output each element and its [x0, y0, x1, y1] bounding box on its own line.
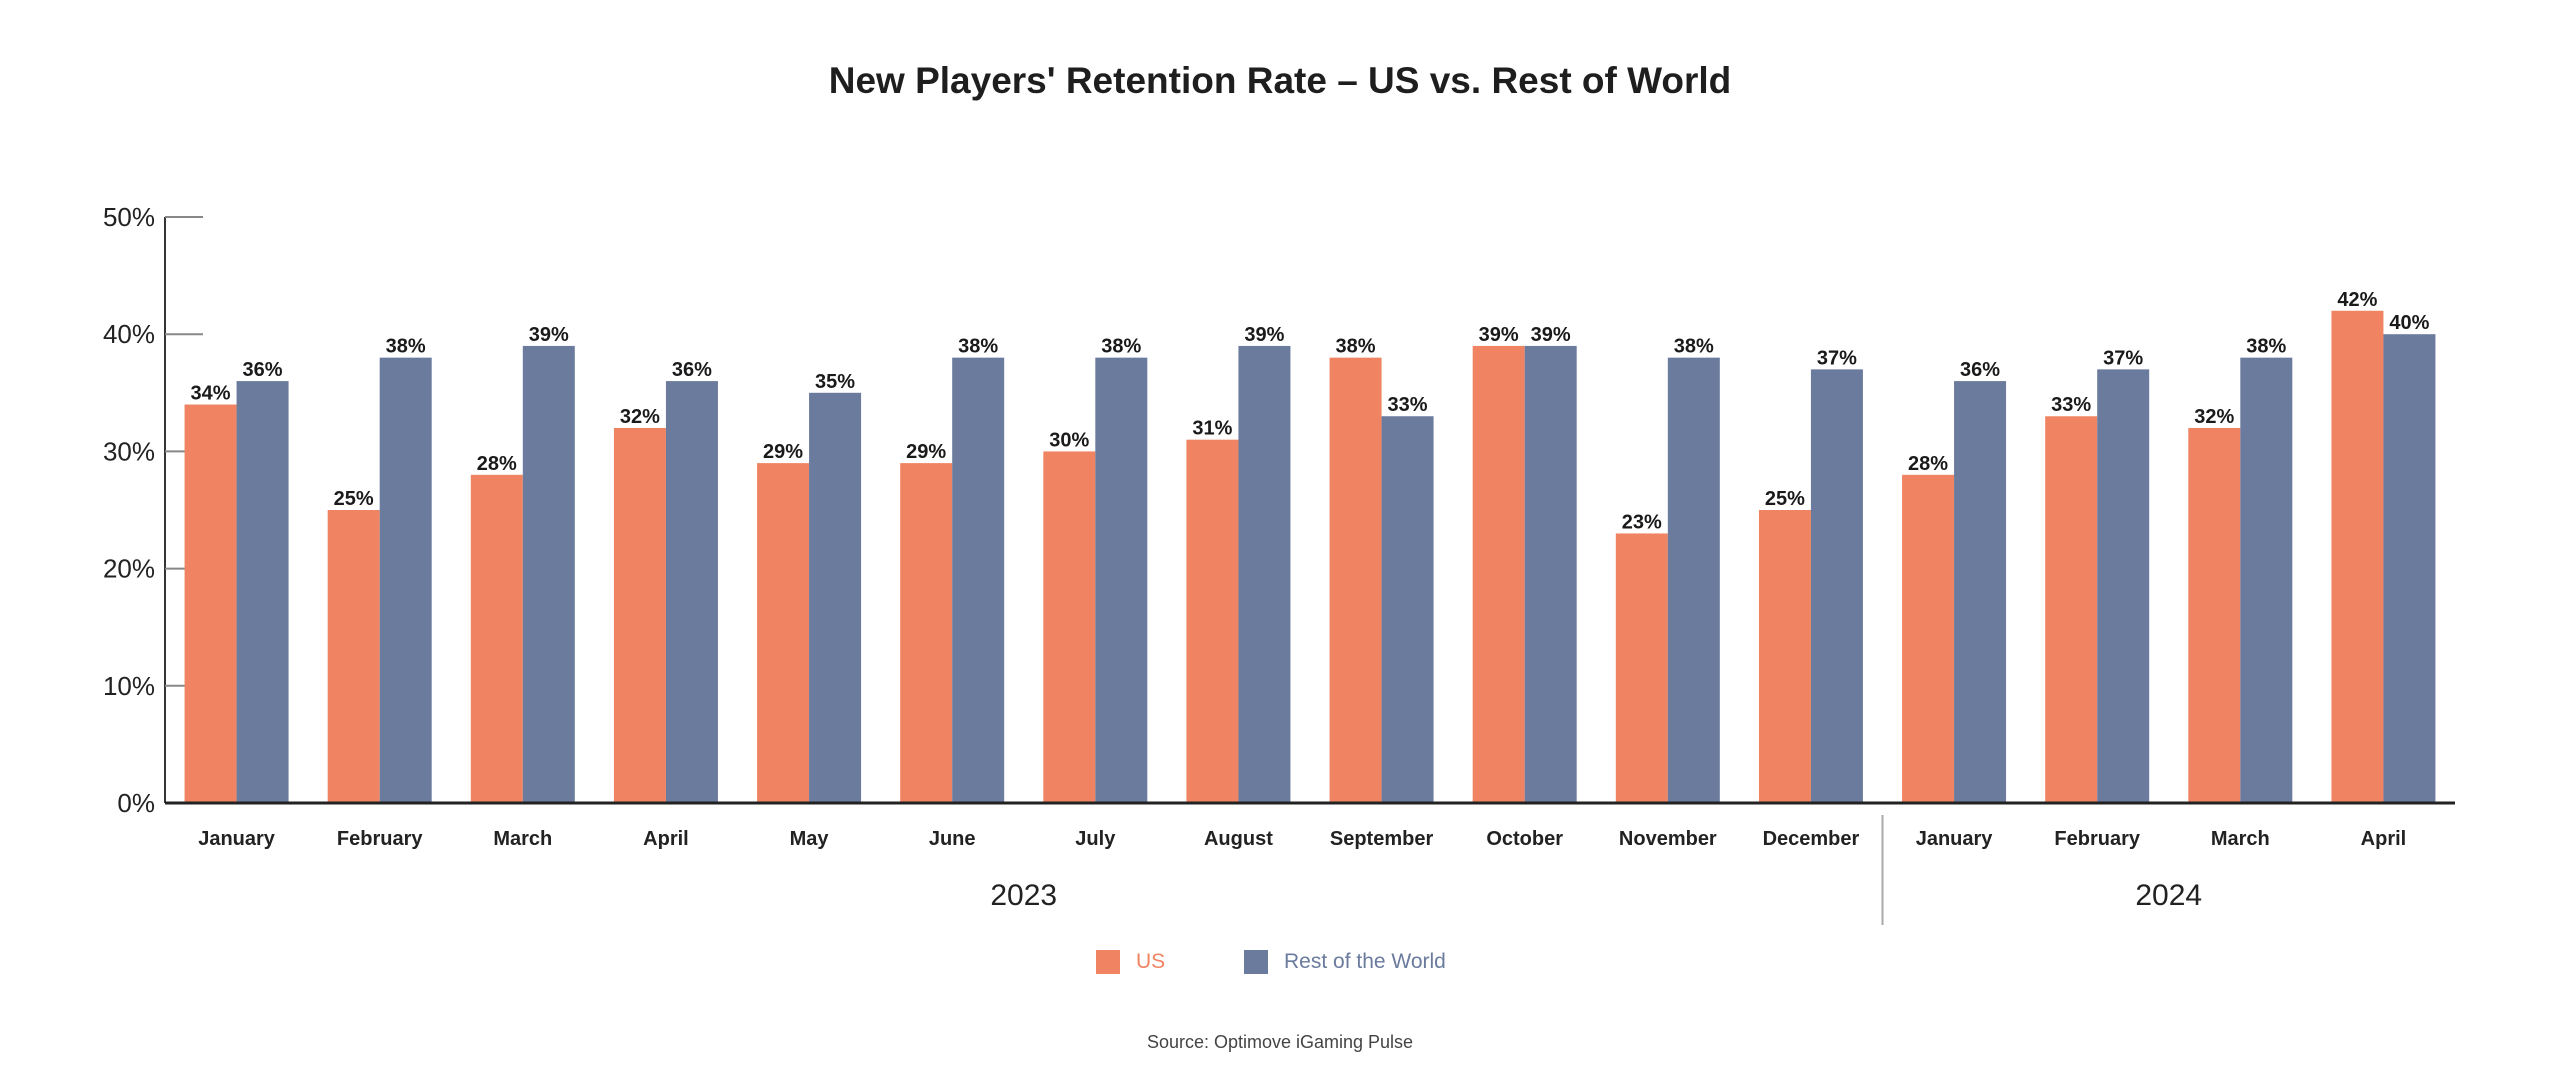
bar-us	[2045, 416, 2098, 803]
x-tick-label: March	[493, 828, 552, 850]
data-label-rest-of-world: 39%	[1244, 324, 1284, 346]
bar-rest-of-world	[2097, 369, 2150, 803]
data-label-us: 33%	[2051, 394, 2091, 416]
legend-label-us: US	[1136, 950, 1166, 973]
x-tick-label: March	[2211, 828, 2270, 850]
data-label-us: 39%	[1479, 324, 1519, 346]
x-tick-label: December	[1763, 828, 1860, 850]
y-tick-label: 10%	[103, 671, 155, 701]
data-label-rest-of-world: 38%	[958, 336, 998, 358]
data-label-rest-of-world: 36%	[1960, 359, 2000, 381]
bar-rest-of-world	[379, 357, 432, 803]
legend-label-rest-of-world: Rest of the World	[1284, 950, 1446, 973]
data-label-us: 25%	[334, 488, 374, 510]
bar-rest-of-world	[952, 357, 1005, 803]
data-label-us: 42%	[2337, 289, 2377, 311]
bar-rest-of-world	[809, 392, 862, 803]
x-tick-label: August	[1204, 828, 1273, 850]
data-label-rest-of-world: 33%	[1388, 394, 1428, 416]
x-tick-label: January	[1916, 828, 1994, 850]
bar-us	[1329, 357, 1382, 803]
data-label-us: 29%	[763, 441, 803, 463]
data-label-rest-of-world: 39%	[1531, 324, 1571, 346]
data-label-rest-of-world: 36%	[243, 359, 283, 381]
data-label-rest-of-world: 38%	[1674, 336, 1714, 358]
year-group-label: 2024	[2135, 879, 2202, 912]
data-label-us: 32%	[620, 406, 660, 428]
bar-rest-of-world	[1524, 345, 1577, 803]
legend-swatch-rest-of-world	[1244, 950, 1268, 974]
legend-swatch-us	[1096, 950, 1120, 974]
data-label-rest-of-world: 36%	[672, 359, 712, 381]
y-tick-label: 50%	[103, 202, 155, 232]
bar-us	[1615, 533, 1668, 803]
legend-item-us: US	[1096, 950, 1165, 974]
data-label-rest-of-world: 38%	[386, 336, 426, 358]
bar-us	[1902, 474, 1955, 803]
data-label-us: 32%	[2194, 406, 2234, 428]
bar-us	[900, 463, 953, 803]
data-label-us: 25%	[1765, 488, 1805, 510]
data-label-rest-of-world: 37%	[2103, 347, 2143, 369]
bar-us	[757, 463, 810, 803]
data-label-rest-of-world: 38%	[1101, 336, 1141, 358]
bar-rest-of-world	[236, 381, 289, 803]
data-label-us: 23%	[1622, 511, 1662, 533]
x-tick-label: October	[1486, 828, 1563, 850]
y-tick-label: 0%	[117, 788, 155, 818]
data-label-rest-of-world: 39%	[529, 324, 569, 346]
bar-us	[184, 404, 237, 803]
x-tick-label: November	[1619, 828, 1717, 850]
bar-rest-of-world	[2383, 334, 2436, 803]
x-tick-label: February	[2054, 828, 2140, 850]
legend-item-rest-of-world: Rest of the World	[1244, 950, 1446, 974]
bar-rest-of-world	[1381, 416, 1434, 803]
x-tick-label: July	[1075, 828, 1116, 850]
bar-us	[1043, 451, 1096, 803]
bar-us	[470, 474, 523, 803]
year-group-label: 2023	[990, 879, 1057, 912]
data-label-us: 30%	[1049, 429, 1089, 451]
legend: US Rest of the World	[0, 950, 2560, 990]
bar-rest-of-world	[522, 345, 575, 803]
bar-rest-of-world	[2240, 357, 2293, 803]
data-label-rest-of-world: 35%	[815, 371, 855, 393]
x-tick-label: January	[198, 828, 276, 850]
data-label-us: 38%	[1336, 336, 1376, 358]
data-label-us: 28%	[1908, 453, 1948, 475]
chart-title: New Players' Retention Rate – US vs. Res…	[828, 60, 1732, 101]
x-tick-label: April	[2361, 828, 2407, 850]
x-tick-label: February	[337, 828, 423, 850]
bar-us	[1186, 439, 1239, 803]
bar-us	[613, 427, 666, 803]
y-tick-label: 30%	[103, 436, 155, 466]
data-label-us: 31%	[1192, 418, 1232, 440]
y-tick-label: 20%	[103, 554, 155, 584]
data-label-rest-of-world: 38%	[2246, 336, 2286, 358]
data-label-us: 34%	[191, 383, 231, 405]
x-tick-label: June	[929, 828, 976, 850]
data-label-rest-of-world: 40%	[2389, 312, 2429, 334]
bar-rest-of-world	[665, 381, 718, 803]
bar-us	[2331, 310, 2384, 803]
source-note: Source: Optimove iGaming Pulse	[1146, 1032, 1414, 1052]
bar-rest-of-world	[1095, 357, 1148, 803]
data-label-rest-of-world: 37%	[1817, 347, 1857, 369]
x-tick-label: May	[790, 828, 830, 850]
y-tick-label: 40%	[103, 319, 155, 349]
bar-us	[327, 510, 380, 803]
x-tick-label: April	[643, 828, 689, 850]
x-tick-label: September	[1330, 828, 1434, 850]
bar-rest-of-world	[1238, 345, 1291, 803]
bar-us	[1758, 510, 1811, 803]
bar-rest-of-world	[1810, 369, 1863, 803]
data-label-us: 29%	[906, 441, 946, 463]
bar-rest-of-world	[1954, 381, 2007, 803]
data-label-us: 28%	[477, 453, 517, 475]
bar-rest-of-world	[1667, 357, 1720, 803]
bar-us	[1472, 345, 1525, 803]
bar-us	[2188, 427, 2241, 803]
